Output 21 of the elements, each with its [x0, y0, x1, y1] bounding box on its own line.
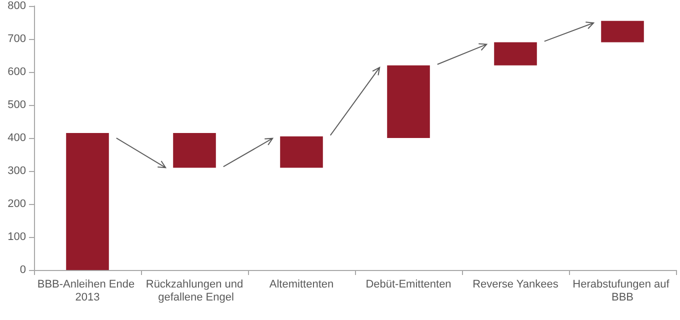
x-tick-label: Altemittenten [269, 278, 334, 290]
bar [601, 20, 644, 42]
y-tick-label: 100 [8, 231, 26, 243]
x-tick-label: Herabstufungen auf BBB [572, 278, 672, 304]
x-tick-label: BBB-Anleihen Ende 2013 [37, 278, 138, 304]
y-tick-label: 200 [8, 198, 26, 210]
bar [66, 133, 109, 270]
x-tick-label: Rückzahlungen und gefallene Engel [146, 278, 244, 304]
y-tick-label: 600 [8, 66, 26, 78]
y-tick-label: 0 [20, 264, 26, 276]
x-tick-label: Debüt-Emittenten [366, 278, 452, 290]
y-tick-label: 300 [8, 165, 26, 177]
y-tick-label: 400 [8, 132, 26, 144]
bar [387, 65, 430, 138]
bar [494, 42, 537, 66]
y-tick-label: 500 [8, 99, 26, 111]
bar [173, 133, 216, 168]
y-tick-label: 700 [8, 33, 26, 45]
y-tick-label: 800 [8, 0, 26, 12]
bar [280, 136, 323, 168]
x-tick-label: Reverse Yankees [472, 278, 559, 290]
